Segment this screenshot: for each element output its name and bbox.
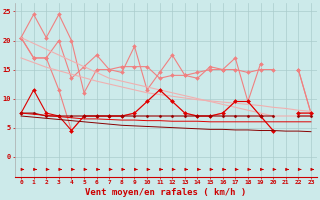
- X-axis label: Vent moyen/en rafales ( km/h ): Vent moyen/en rafales ( km/h ): [85, 188, 247, 197]
